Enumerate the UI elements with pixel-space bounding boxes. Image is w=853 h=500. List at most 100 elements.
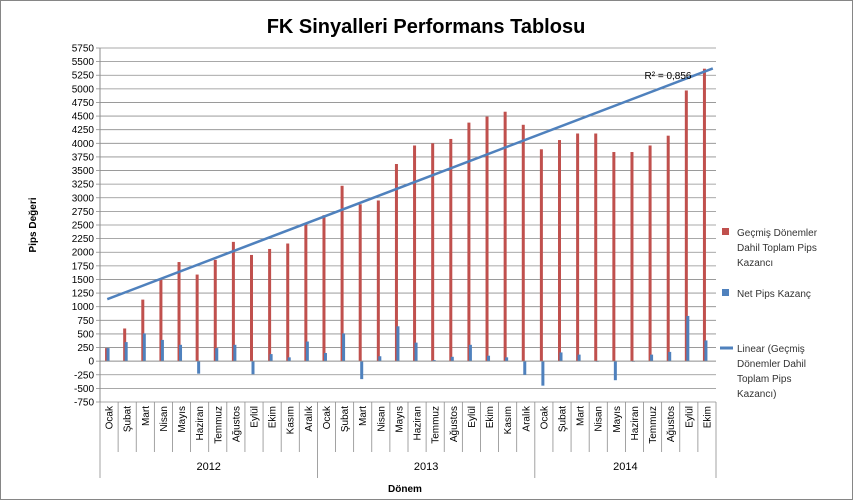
y-tick-label: 1750 <box>72 261 95 272</box>
bar-cumulative <box>467 122 471 362</box>
month-label: Eylül <box>250 406 261 428</box>
bar-cumulative <box>431 143 435 362</box>
legend-swatch-cumulative <box>722 228 729 235</box>
bar-cumulative <box>195 274 199 362</box>
bar-net <box>577 354 581 362</box>
legend-label-linear: Linear (Geçmiş Dönemler Dahil Toplam Pip… <box>737 344 809 400</box>
trend-layer: R² = 0,856 <box>106 67 714 301</box>
bar-net <box>432 360 436 362</box>
bar-cumulative <box>558 140 561 362</box>
y-tick-label: 5250 <box>72 71 95 82</box>
year-label: 2014 <box>613 461 637 473</box>
bar-cumulative <box>702 68 706 362</box>
bar-cumulative <box>485 116 489 362</box>
bar-cumulative <box>268 248 272 362</box>
y-tick-label: 5000 <box>72 84 95 95</box>
y-tick-label: -750 <box>74 398 94 409</box>
bar-net <box>305 341 309 362</box>
month-label: Mart <box>576 406 587 426</box>
bar-cumulative <box>304 223 308 362</box>
bar-net <box>559 352 563 362</box>
month-label: Haziran <box>630 406 641 440</box>
bar-cumulative <box>521 124 525 362</box>
bar-net <box>269 354 273 362</box>
y-tick-label: 5750 <box>72 44 95 55</box>
y-tick-label: 2750 <box>72 207 95 218</box>
bar-net <box>287 357 291 362</box>
bar-cumulative <box>503 111 507 362</box>
bar-cumulative <box>141 299 145 362</box>
month-label: Nisan <box>376 406 387 432</box>
month-label: Şubat <box>340 406 351 432</box>
month-label: Ocak <box>105 405 116 429</box>
month-label: Temmuz <box>431 406 442 444</box>
y-tick-label: 2500 <box>72 221 95 232</box>
bar-cumulative <box>594 133 598 362</box>
legend-label-net: Net Pips Kazanç <box>737 289 811 300</box>
bar-net <box>686 315 690 362</box>
y-tick-label: 3750 <box>72 152 95 163</box>
bar-cumulative <box>286 243 290 362</box>
month-label: Ekim <box>702 406 713 428</box>
month-label: Mayıs <box>394 406 405 433</box>
month-label: Ağustos <box>666 406 677 442</box>
month-label: Mayıs <box>612 406 623 433</box>
bar-net <box>160 339 164 362</box>
month-label: Mayıs <box>177 406 188 433</box>
bar-cumulative <box>539 149 543 362</box>
bars-layer <box>105 68 708 386</box>
bar-cumulative <box>630 152 634 362</box>
bar-net <box>342 333 346 362</box>
bar-net <box>450 356 454 362</box>
y-tick-label: 4250 <box>72 125 95 136</box>
year-label: 2012 <box>196 461 220 473</box>
bar-net <box>197 361 201 374</box>
bar-net <box>378 356 382 362</box>
bar-cumulative <box>250 254 253 362</box>
trendline <box>106 67 714 301</box>
month-label: Şubat <box>558 406 569 432</box>
bar-cumulative <box>394 164 398 362</box>
y-tick-label: -250 <box>74 370 94 381</box>
month-label: Ocak <box>539 405 550 429</box>
year-label: 2013 <box>414 461 438 473</box>
bar-net <box>396 326 400 362</box>
y-tick-label: 5500 <box>72 57 95 68</box>
bar-net <box>179 344 183 362</box>
bar-net <box>523 361 527 375</box>
y-tick-label: 250 <box>77 343 94 354</box>
month-label: Mart <box>141 406 152 426</box>
bar-net <box>251 361 255 375</box>
bar-net <box>124 342 128 362</box>
month-label: Kasım <box>503 406 514 434</box>
month-label: Nisan <box>159 406 170 432</box>
month-label: Ağustos <box>231 406 242 442</box>
bar-net <box>142 333 146 362</box>
bar-cumulative <box>376 200 380 362</box>
month-label: Eylül <box>684 406 695 428</box>
bar-net <box>215 348 219 362</box>
bar-net <box>414 342 418 362</box>
month-label: Temmuz <box>648 406 659 444</box>
bar-cumulative <box>666 135 670 362</box>
bar-cumulative <box>684 90 688 362</box>
y-axis-title: Pips Değeri <box>28 197 39 252</box>
month-label: Haziran <box>413 406 424 440</box>
y-tick-label: 0 <box>88 357 94 368</box>
y-tick-label: 4000 <box>72 139 95 150</box>
month-label: Ekim <box>268 406 279 428</box>
bar-net <box>505 357 509 362</box>
bar-cumulative <box>340 185 344 362</box>
bar-cumulative <box>322 215 326 362</box>
y-tick-label: 2000 <box>72 248 95 259</box>
bar-cumulative <box>576 133 580 362</box>
bar-cumulative <box>177 262 181 362</box>
y-tick-label: 1500 <box>72 275 95 286</box>
bar-net <box>468 344 472 362</box>
y-tick-label: 3000 <box>72 193 95 204</box>
bar-cumulative <box>358 204 362 362</box>
month-label: Kasım <box>286 406 297 434</box>
bar-net <box>668 351 672 362</box>
